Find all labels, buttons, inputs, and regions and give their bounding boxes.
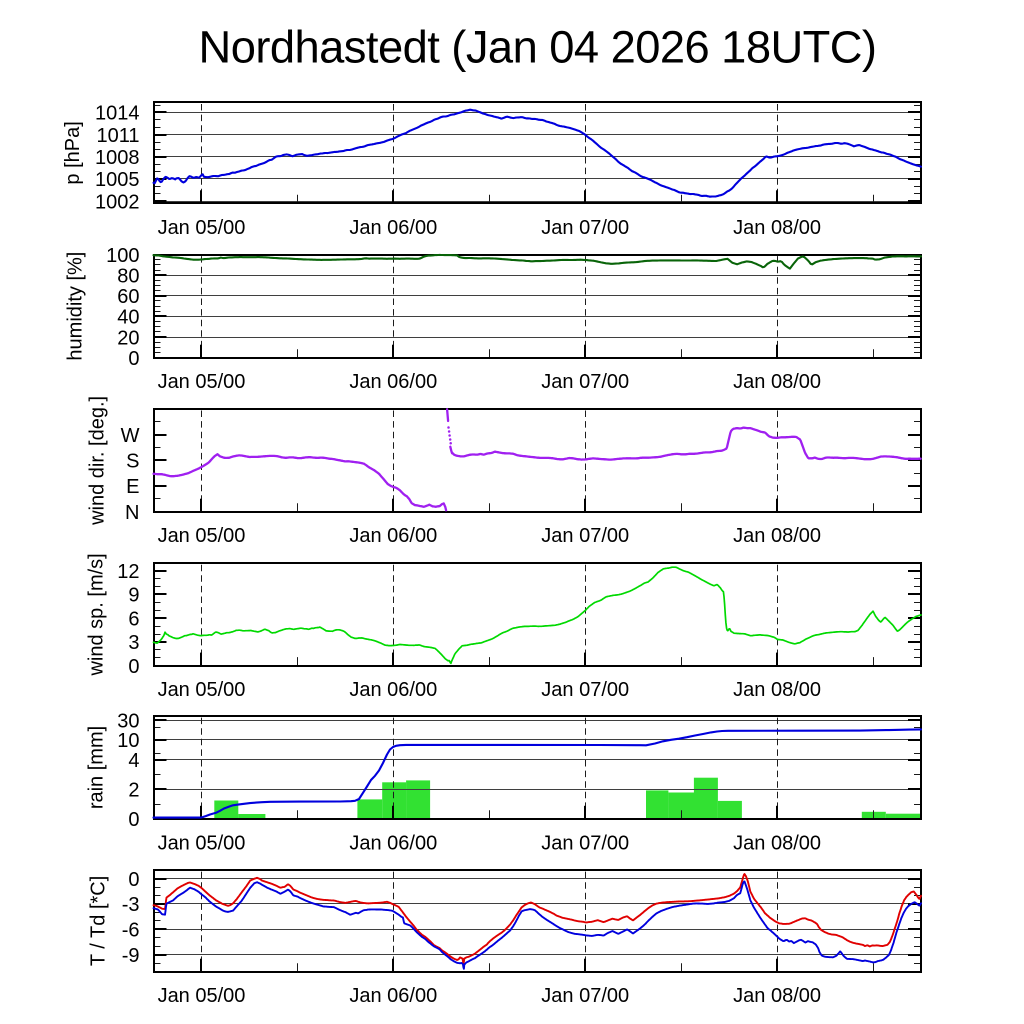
- svg-text:30: 30: [117, 711, 139, 733]
- svg-text:-3: -3: [122, 894, 140, 916]
- svg-text:Jan 05/00: Jan 05/00: [158, 985, 246, 1007]
- svg-text:2: 2: [128, 779, 139, 801]
- svg-text:12: 12: [117, 561, 139, 583]
- svg-text:1002: 1002: [95, 191, 140, 213]
- svg-text:10: 10: [117, 730, 139, 752]
- svg-text:E: E: [126, 476, 139, 498]
- svg-text:Jan 07/00: Jan 07/00: [541, 217, 629, 239]
- svg-text:0: 0: [128, 348, 139, 370]
- svg-text:-6: -6: [122, 920, 140, 942]
- svg-text:1005: 1005: [95, 169, 140, 191]
- svg-text:rain [mm]: rain [mm]: [85, 726, 107, 809]
- svg-text:40: 40: [117, 307, 139, 329]
- svg-text:wind sp. [m/s]: wind sp. [m/s]: [85, 553, 107, 676]
- svg-text:Jan 06/00: Jan 06/00: [349, 217, 437, 239]
- svg-text:T / Td [*C]: T / Td [*C]: [87, 876, 109, 966]
- svg-text:Jan 08/00: Jan 08/00: [733, 679, 821, 701]
- svg-text:Jan 05/00: Jan 05/00: [158, 217, 246, 239]
- svg-text:1011: 1011: [96, 125, 139, 147]
- svg-text:Jan 08/00: Jan 08/00: [733, 371, 821, 393]
- svg-text:6: 6: [128, 608, 139, 630]
- svg-text:p [hPa]: p [hPa]: [62, 121, 84, 184]
- svg-text:0: 0: [128, 656, 139, 678]
- svg-text:0: 0: [128, 869, 139, 891]
- svg-text:0: 0: [128, 809, 139, 831]
- svg-text:Jan 06/00: Jan 06/00: [349, 679, 437, 701]
- svg-text:9: 9: [128, 585, 139, 607]
- svg-text:Jan 06/00: Jan 06/00: [349, 832, 437, 854]
- svg-text:Jan 07/00: Jan 07/00: [541, 371, 629, 393]
- svg-text:4: 4: [128, 750, 139, 772]
- svg-text:humidity [%]: humidity [%]: [64, 252, 86, 361]
- svg-text:Jan 08/00: Jan 08/00: [733, 832, 821, 854]
- svg-text:S: S: [126, 451, 139, 473]
- svg-text:Jan 05/00: Jan 05/00: [158, 371, 246, 393]
- svg-text:60: 60: [117, 286, 139, 308]
- svg-text:Jan 07/00: Jan 07/00: [541, 985, 629, 1007]
- svg-text:Jan 06/00: Jan 06/00: [349, 525, 437, 547]
- svg-text:20: 20: [117, 327, 139, 349]
- svg-text:Jan 08/00: Jan 08/00: [733, 525, 821, 547]
- svg-text:100: 100: [106, 245, 139, 267]
- svg-text:W: W: [121, 425, 140, 447]
- svg-text:N: N: [125, 502, 139, 524]
- svg-text:Jan 05/00: Jan 05/00: [158, 832, 246, 854]
- svg-text:80: 80: [117, 265, 139, 287]
- svg-text:Jan 06/00: Jan 06/00: [349, 371, 437, 393]
- svg-text:Jan 07/00: Jan 07/00: [541, 679, 629, 701]
- svg-text:Jan 05/00: Jan 05/00: [158, 525, 246, 547]
- svg-text:3: 3: [128, 632, 139, 654]
- svg-text:Jan 05/00: Jan 05/00: [158, 679, 246, 701]
- svg-text:Jan 08/00: Jan 08/00: [733, 985, 821, 1007]
- svg-text:Jan 07/00: Jan 07/00: [541, 832, 629, 854]
- svg-text:-9: -9: [122, 945, 140, 967]
- svg-text:1008: 1008: [95, 147, 140, 169]
- svg-text:1014: 1014: [95, 103, 140, 125]
- svg-text:Jan 06/00: Jan 06/00: [349, 985, 437, 1007]
- svg-text:Jan 08/00: Jan 08/00: [733, 217, 821, 239]
- svg-text:Nordhastedt (Jan 04 2026 18UTC: Nordhastedt (Jan 04 2026 18UTC): [199, 21, 877, 72]
- svg-text:wind dir. [deg.]: wind dir. [deg.]: [86, 396, 108, 526]
- svg-text:Jan 07/00: Jan 07/00: [541, 525, 629, 547]
